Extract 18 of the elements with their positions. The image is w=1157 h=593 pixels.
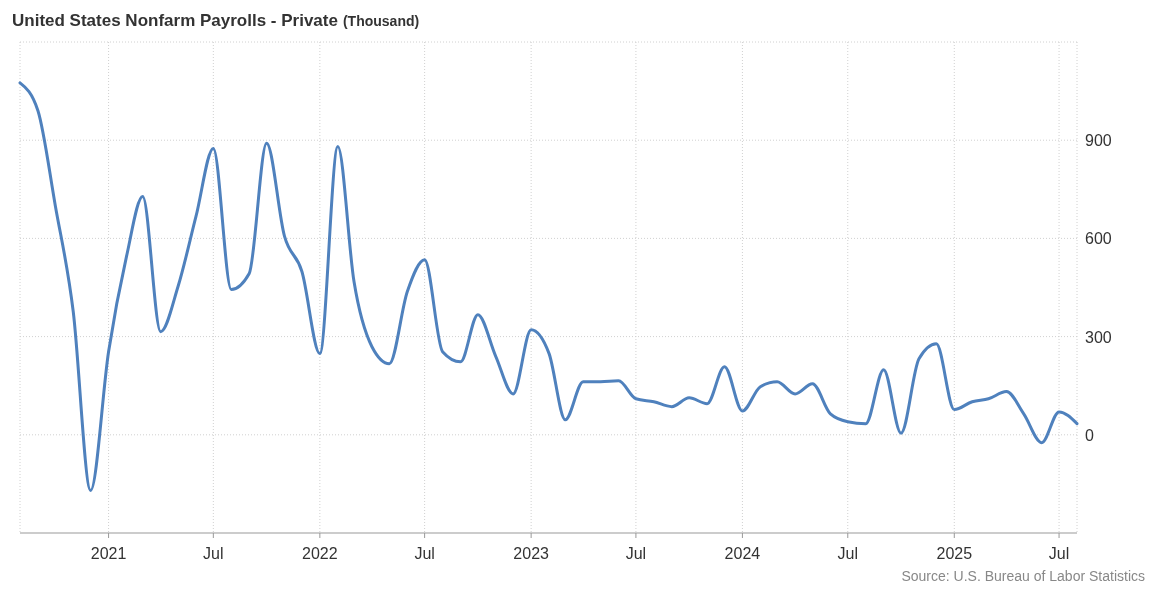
x-tick-label: 2021 <box>90 545 127 562</box>
x-tick-label: Jul <box>1048 545 1070 562</box>
source-note: Source: U.S. Bureau of Labor Statistics <box>901 568 1145 584</box>
x-tick-label: Jul <box>625 545 647 562</box>
y-tick-label: 300 <box>1085 328 1112 346</box>
y-tick-label: 600 <box>1085 230 1112 248</box>
line-series <box>18 81 1079 492</box>
x-tick-label: 2024 <box>724 545 761 562</box>
y-tick-label: 900 <box>1085 132 1112 150</box>
y-tick-label: 0 <box>1085 426 1094 444</box>
chart-title: United States Nonfarm Payrolls - Private <box>12 11 338 30</box>
chart-subtitle: (Thousand) <box>342 13 420 29</box>
x-tick-label: Jul <box>414 545 435 562</box>
x-tick-label: 2022 <box>302 545 338 562</box>
x-tick-label: Jul <box>837 545 858 562</box>
x-tick-label: Jul <box>203 545 224 562</box>
x-tick-label: 2023 <box>513 545 550 562</box>
x-tick-label: 2025 <box>936 545 973 562</box>
